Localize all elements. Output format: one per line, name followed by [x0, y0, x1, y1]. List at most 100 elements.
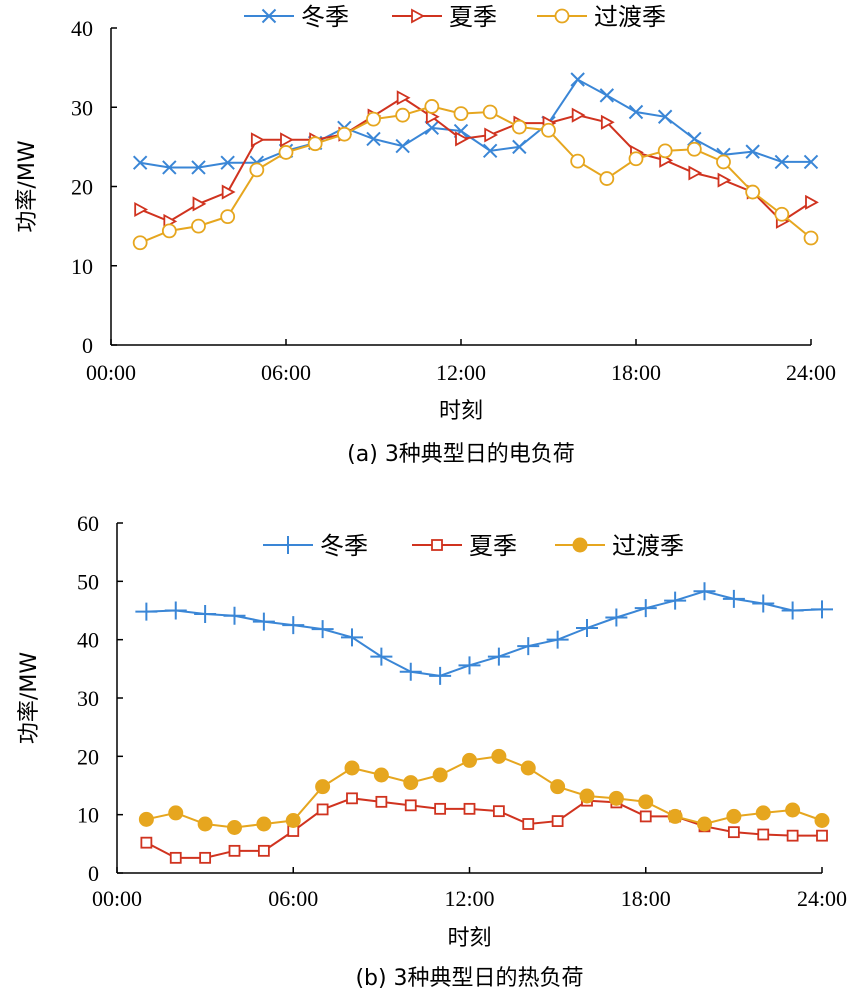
data-point: [803, 154, 819, 170]
data-point: [757, 828, 770, 841]
data-point: [453, 106, 469, 121]
data-point: [191, 218, 206, 234]
data-point: [221, 184, 236, 200]
data-point: [667, 808, 683, 824]
legend-item-3: 过渡季: [537, 3, 666, 31]
data-point: [455, 131, 469, 147]
series-2: [134, 90, 819, 229]
data-point: [664, 591, 687, 610]
y-tick-label: 10: [77, 803, 99, 828]
data-point: [805, 194, 819, 210]
legend-label: 过渡季: [594, 3, 666, 31]
data-point: [774, 154, 790, 170]
data-point: [727, 826, 740, 839]
data-point: [686, 141, 702, 157]
series-line: [140, 78, 811, 169]
y-tick-label: 40: [77, 628, 99, 653]
x-tick-label: 24:00: [786, 360, 836, 385]
data-point: [522, 818, 535, 830]
data-point: [307, 136, 323, 152]
x-tick-label: 18:00: [621, 886, 671, 911]
data-point: [194, 605, 217, 623]
y-tick-label: 60: [77, 511, 99, 536]
data-point: [628, 104, 644, 120]
data-point: [605, 608, 628, 627]
data-point: [278, 145, 294, 160]
data-point: [395, 107, 411, 123]
data-point: [781, 601, 804, 620]
legend-marker: [277, 536, 299, 554]
data-point: [458, 656, 481, 675]
y-axis-title: 功率/MW: [15, 140, 40, 232]
x-tick-label: 06:00: [261, 360, 311, 385]
data-point: [638, 794, 654, 810]
data-point: [366, 131, 381, 147]
legend-label: 冬季: [301, 3, 349, 31]
legend-item-2: 夏季: [392, 3, 497, 31]
data-point: [395, 138, 410, 154]
data-point: [132, 235, 148, 251]
data-point: [169, 851, 182, 864]
data-point: [396, 90, 411, 106]
data-point: [336, 126, 352, 142]
data-point: [579, 788, 595, 804]
data-point: [164, 601, 187, 620]
data-point: [192, 196, 207, 212]
legend-label: 夏季: [469, 532, 517, 560]
data-point: [252, 612, 275, 631]
y-axis-title: 功率/MW: [17, 652, 42, 744]
x-tick-label: 00:00: [86, 360, 136, 385]
data-point: [375, 795, 388, 808]
data-point: [197, 816, 213, 832]
legend-marker: [572, 537, 588, 553]
data-point: [162, 160, 177, 175]
data-point: [132, 155, 148, 170]
chart-panel-2: 0 10 20 30 40 50 60 00:00 06:00 12:00 18:00 24:00 时刻…: [17, 511, 847, 991]
series-line: [139, 96, 812, 223]
data-point: [482, 104, 498, 120]
x-tick-label: 00:00: [92, 886, 142, 911]
y-tick-label: 10: [71, 254, 93, 279]
data-point: [697, 816, 712, 832]
data-point: [492, 805, 505, 818]
data-point: [432, 767, 448, 783]
data-point: [220, 155, 235, 170]
y-tick-label: 30: [77, 686, 99, 711]
y-tick-label: 50: [77, 569, 99, 594]
chart-caption: (b) 3种典型日的热负荷: [355, 966, 583, 991]
data-point: [250, 132, 265, 148]
data-point: [227, 820, 242, 835]
data-point: [599, 171, 615, 186]
data-point: [424, 120, 440, 136]
legend-marker: [261, 8, 277, 24]
data-point: [249, 162, 265, 178]
data-point: [256, 816, 272, 832]
y-tick-label: 0: [82, 333, 93, 358]
legend-marker: [431, 539, 443, 551]
data-point: [316, 803, 329, 816]
data-point: [223, 606, 246, 625]
data-point: [134, 201, 149, 217]
legend-label: 夏季: [449, 3, 497, 31]
series-1: [135, 582, 833, 685]
data-point: [280, 132, 294, 148]
data-point: [220, 209, 236, 225]
data-point: [786, 829, 799, 842]
data-point: [463, 802, 476, 815]
data-point: [628, 151, 644, 167]
data-point: [571, 107, 586, 123]
data-point: [717, 172, 732, 188]
data-point: [434, 802, 447, 815]
data-point: [608, 790, 624, 806]
data-point: [168, 805, 184, 821]
data-point: [511, 119, 527, 135]
x-tick-label: 24:00: [797, 886, 847, 911]
data-point: [657, 143, 673, 159]
x-tick-label: 12:00: [444, 886, 494, 911]
data-point: [161, 223, 177, 239]
data-point: [370, 647, 393, 666]
y-tick-label: 30: [71, 95, 93, 120]
series-1: [132, 72, 819, 175]
data-point: [752, 594, 775, 613]
data-point: [512, 139, 527, 155]
